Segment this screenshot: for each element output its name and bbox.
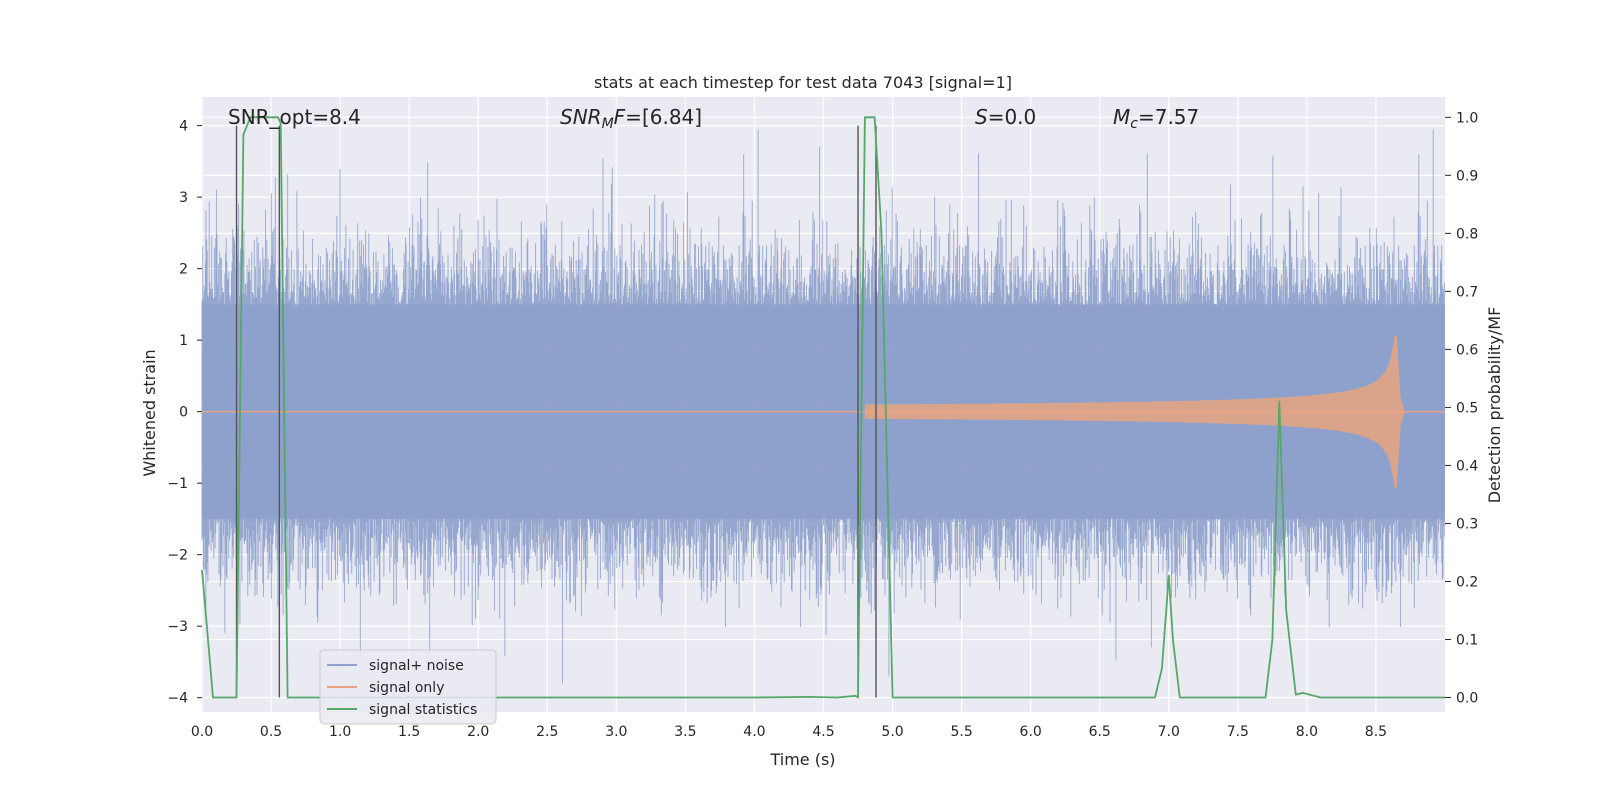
x-tick-label: 5.5 xyxy=(950,724,972,740)
y-tick-label-left: 2 xyxy=(179,262,188,278)
y-tick-label-left: −1 xyxy=(167,476,188,492)
y-tick-label-right: 0.8 xyxy=(1456,226,1478,242)
y-tick-label-right: 0.9 xyxy=(1456,168,1478,184)
legend-label-signal-statistics: signal statistics xyxy=(369,702,477,718)
x-tick-label: 5.0 xyxy=(881,724,903,740)
y-tick-label-right: 0.5 xyxy=(1456,400,1478,416)
svg-text:SNRMF=[6.84]: SNRMF=[6.84] xyxy=(560,105,702,132)
x-tick-label: 2.0 xyxy=(467,724,489,740)
x-axis-label: Time (s) xyxy=(769,750,835,769)
x-tick-label: 3.5 xyxy=(674,724,696,740)
x-tick-label: 4.5 xyxy=(812,724,834,740)
y-tick-label-left: −3 xyxy=(167,619,188,635)
y-tick-label-left: −2 xyxy=(167,548,188,564)
y-axis-label-right: Detection probability/MF xyxy=(1485,307,1504,504)
signal-statistics-line xyxy=(201,116,1445,699)
annotation-mc-value: =7.57 xyxy=(1138,105,1199,129)
x-tick-label: 0.5 xyxy=(260,724,282,740)
svg-text:S=0.0: S=0.0 xyxy=(975,105,1036,129)
y-tick-label-right: 0.3 xyxy=(1456,516,1478,532)
y-tick-label-right: 0.2 xyxy=(1456,574,1478,590)
y-tick-label-right: 0.1 xyxy=(1456,632,1478,648)
y-tick-label-left: 0 xyxy=(179,405,188,421)
legend-label-signal-only: signal only xyxy=(369,680,444,696)
legend-label-signal-noise: signal+ noise xyxy=(369,658,464,674)
x-tick-label: 6.0 xyxy=(1020,724,1042,740)
annotation-s-value: =0.0 xyxy=(988,105,1037,129)
x-tick-label: 2.5 xyxy=(536,724,558,740)
x-tick-label: 1.5 xyxy=(398,724,420,740)
y-tick-label-right: 1.0 xyxy=(1456,110,1478,126)
annotation-s: S=0.0 xyxy=(975,105,1036,129)
x-tick-label: 1.0 xyxy=(329,724,351,740)
annotation-snr-mf: SNRMF=[6.84] xyxy=(560,105,702,132)
annotation-mc: Mc=7.57 xyxy=(1113,105,1199,132)
x-tick-label: 3.0 xyxy=(605,724,627,740)
y-tick-label-right: 0.7 xyxy=(1456,284,1478,300)
x-tick-label: 7.0 xyxy=(1158,724,1180,740)
x-tick-label: 8.0 xyxy=(1296,724,1318,740)
y-axis-label-left: Whitened strain xyxy=(140,349,159,476)
svg-text:Mc=7.57: Mc=7.57 xyxy=(1113,105,1199,132)
x-tick-label: 4.0 xyxy=(743,724,765,740)
y-tick-label-left: −4 xyxy=(167,691,188,707)
annotation-snr-opt: SNR_opt=8.4 xyxy=(228,105,361,129)
x-tick-label: 6.5 xyxy=(1089,724,1111,740)
x-tick-label: 7.5 xyxy=(1227,724,1249,740)
y-tick-label-right: 0.6 xyxy=(1456,342,1478,358)
x-tick-label: 8.5 xyxy=(1365,724,1387,740)
y-tick-label-left: 3 xyxy=(179,190,188,206)
y-tick-label-left: 4 xyxy=(179,119,188,135)
y-tick-label-right: 0.0 xyxy=(1456,690,1478,706)
chart-title: stats at each timestep for test data 704… xyxy=(594,73,1012,92)
legend: signal+ noise signal only signal statist… xyxy=(319,649,497,725)
x-tick-label: 0.0 xyxy=(191,724,213,740)
annotation-snr-mf-value: [6.84] xyxy=(642,105,702,129)
y-tick-label-right: 0.4 xyxy=(1456,458,1478,474)
y-tick-label-left: 1 xyxy=(179,333,188,349)
